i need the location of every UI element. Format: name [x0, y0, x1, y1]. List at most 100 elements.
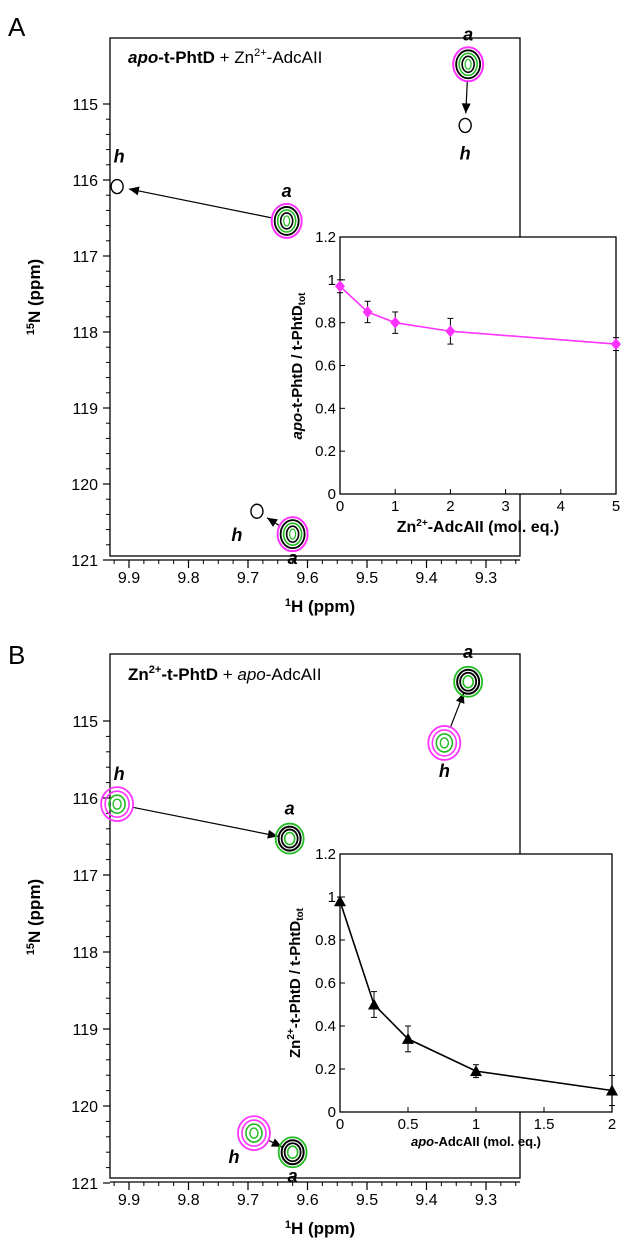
- panel-a-y-tick-label: 121: [71, 553, 98, 570]
- panel-a-inset-y-label: apo-t-PhtD / t-PhtDtot: [289, 292, 308, 440]
- panel-b-title: Zn2+-t-PhtD + apo-AdcAII: [128, 664, 321, 684]
- panel-a-inset-x-label: Zn2+-AdcAII (mol. eq.): [397, 518, 560, 536]
- panel-a-inset-x-tick-label: 0: [336, 498, 344, 515]
- panel-b-peak-h-contour-ring: [436, 734, 452, 752]
- panel-b-y-tick-label: 116: [72, 791, 98, 808]
- panel-b-shift-arrow: [133, 807, 278, 836]
- panel-a-title-sup: 2+: [254, 47, 267, 59]
- panel-a-inset-x-tick-label: 4: [557, 498, 565, 515]
- panel-b-x-tick-label: 9.5: [356, 1192, 378, 1209]
- panel-a-inset-x-pre: Zn: [397, 519, 417, 536]
- panel-b-title-protein: -t-PhtD: [161, 665, 218, 684]
- panel-b-y-label-sup: 15: [25, 943, 37, 955]
- panel-b-inset-x-tick-label: 0.5: [398, 1116, 419, 1133]
- panel-a-peak-label: h: [231, 525, 242, 545]
- panel-b-inset-y-tick-label: 0: [328, 1104, 336, 1121]
- panel-a-inset-x-text: -AdcAII (mol. eq.): [428, 519, 560, 536]
- panel-b-inset-y-tick-label: 0.2: [315, 1061, 336, 1078]
- panel-b-peak-label: a: [285, 799, 295, 819]
- panel-a-y-tick-label: 119: [72, 401, 98, 418]
- panel-a-y-tick-label: 116: [72, 173, 98, 190]
- panel-a-peak-label: a: [463, 24, 473, 44]
- panel-b-peak-label: a: [288, 1166, 298, 1186]
- panel-a-peak-label: h: [114, 147, 125, 167]
- panel-a-inset-x-sup: 2+: [416, 518, 428, 529]
- panel-a-x-label-text: H (ppm): [291, 597, 355, 616]
- panel-a-x-axis-label: 1H (ppm): [285, 597, 355, 616]
- panel-a-inset-x-tick-label: 2: [446, 498, 454, 515]
- panel-a-inset-x-tick-label: 1: [391, 498, 399, 515]
- panel-b-label: B: [8, 640, 25, 670]
- panel-b-peak-a-contour-ring: [463, 676, 473, 688]
- panel-b-y-tick-label: 115: [72, 714, 98, 731]
- panel-a-inset-y-tick-label: 0.6: [315, 358, 336, 375]
- panel-a-inset-frame: [340, 237, 616, 494]
- panel-b-inset-x-tick-label: 1: [472, 1116, 480, 1133]
- panel-a-arrowhead: [129, 187, 140, 196]
- panel-a-x-tick-label: 9.6: [296, 570, 318, 587]
- panel-b-title-tail: -AdcAII: [266, 665, 322, 684]
- panel-b-peak-a-contour-ring: [279, 1137, 307, 1167]
- panel-b-peak-a-contour-ring: [454, 667, 482, 697]
- panel-b-inset-x-italic: apo: [411, 1134, 434, 1149]
- panel-b-inset-y-tick-label: 0.6: [315, 975, 336, 992]
- panel-b-peak-a-contour-ring: [288, 1146, 298, 1158]
- panel-a-x-tick-label: 9.8: [177, 570, 199, 587]
- panel-b-x-tick-label: 9.3: [475, 1192, 497, 1209]
- panel-a-peak-a-contour-ring: [290, 529, 296, 539]
- panel-b-x-label-text: H (ppm): [291, 1219, 355, 1238]
- panel-a: A apo-t-PhtD + Zn2+-AdcAII 15N (ppm) 1H …: [8, 12, 621, 616]
- panel-b-peak-h-contour-ring: [246, 1124, 262, 1142]
- panel-a-peak-label: a: [288, 548, 298, 568]
- panel-b-y-tick-label: 117: [72, 868, 98, 885]
- panel-b-x-tick-label: 9.9: [118, 1192, 140, 1209]
- panel-b-inset-x-tick-label: 0: [336, 1116, 344, 1133]
- panel-b-inset-y-tick-label: 0.8: [315, 932, 336, 949]
- panel-b-title-apo: apo: [237, 665, 265, 684]
- panel-a-inset-y-tick-label: 0.4: [315, 400, 336, 417]
- panel-b-x-tick-label: 9.6: [296, 1192, 318, 1209]
- panel-a-y-tick-label: 115: [72, 97, 98, 114]
- panel-b-inset-y-tick-label: 1: [328, 889, 336, 906]
- panel-b-y-tick-label: 121: [71, 1176, 98, 1193]
- panel-b-inset-x-tick-label: 2: [608, 1116, 616, 1133]
- panel-a-peak-a-contour-ring: [465, 59, 471, 69]
- panel-a-y-tick-label: 117: [72, 249, 98, 266]
- panel-a-x-tick-label: 9.5: [356, 570, 378, 587]
- panel-a-inset-x-tick-label: 5: [612, 498, 620, 515]
- panel-b-y-axis-label: 15N (ppm): [25, 879, 44, 955]
- panel-a-inset-y-tick-label: 1: [328, 272, 336, 289]
- panel-a-x-tick-label: 9.3: [475, 570, 497, 587]
- panel-b-peak-h-contour-ring: [113, 799, 121, 809]
- panel-a-title-plus: + Zn: [215, 48, 254, 67]
- panel-a-title-tail: -AdcAII: [267, 48, 323, 67]
- panel-b-peak-h-contour-ring: [109, 795, 125, 813]
- panel-b-inset-x-label: apo-AdcAII (mol. eq.): [411, 1134, 541, 1149]
- panel-b-inset-x-tick-label: 1.5: [534, 1116, 555, 1133]
- panel-a-peak-label: h: [460, 143, 471, 163]
- panel-b-peak-h-contour-ring: [440, 738, 448, 748]
- panel-a-x-tick-label: 9.7: [237, 570, 259, 587]
- panel-a-y-label-sup: 15: [25, 323, 37, 335]
- panel-a-x-tick-label: 9.9: [118, 570, 140, 587]
- panel-a-label: A: [8, 12, 26, 42]
- panel-b-inset-x-text: -AdcAII (mol. eq.): [434, 1134, 541, 1149]
- panel-b-peak-a-contour-ring: [276, 824, 304, 854]
- panel-a-y-tick-label: 118: [72, 325, 98, 342]
- panel-a-peak-a-contour-ring: [278, 517, 308, 551]
- panel-a-peak-h-contour-ring: [111, 180, 123, 194]
- panel-b-title-sup: 2+: [149, 664, 162, 676]
- panel-a-peak-h-contour-ring: [251, 504, 263, 518]
- panel-b-peak-label: a: [463, 642, 473, 662]
- panel-b-x-axis-label: 1H (ppm): [285, 1219, 355, 1238]
- panel-a-peak-label: a: [282, 181, 292, 201]
- panel-a-inset-y-tick-label: 0: [328, 486, 336, 503]
- panel-b-x-tick-label: 9.7: [237, 1192, 259, 1209]
- panel-a-peak-h-contour-ring: [459, 118, 471, 132]
- panel-b-inset-y-tick-label: 1.2: [315, 846, 336, 863]
- panel-a-inset-y-tick-label: 1.2: [315, 229, 336, 246]
- panel-b-y-tick-label: 118: [72, 945, 98, 962]
- panel-b-y-tick-label: 119: [72, 1022, 98, 1039]
- panel-b-peak-h-contour-ring: [250, 1128, 258, 1138]
